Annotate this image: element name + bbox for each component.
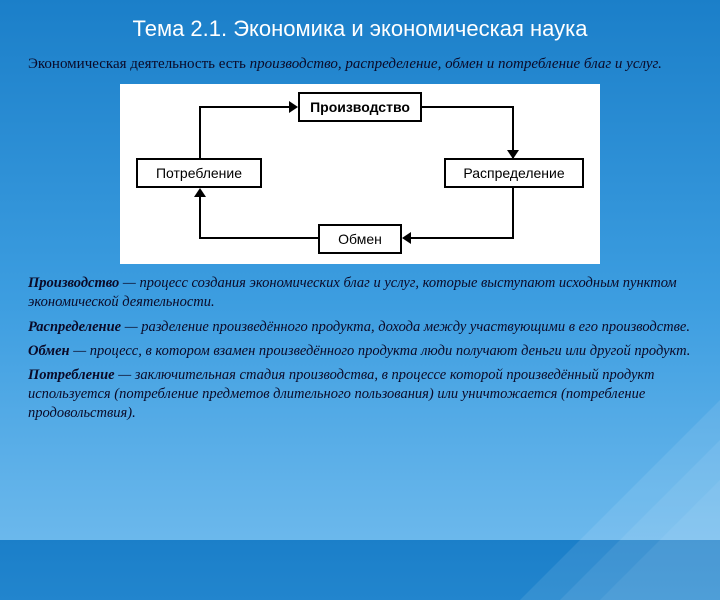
arrow-exch-cons-v xyxy=(199,196,201,239)
arrowhead-cons-prod xyxy=(289,101,298,113)
intro-plain: Экономическая деятельность есть xyxy=(28,56,250,72)
arrow-dist-exch-v xyxy=(512,188,514,239)
defbody-production: — процесс создания экономических благ и … xyxy=(28,275,677,310)
defbody-distribution: — разделение произведённого продукта, до… xyxy=(121,319,690,335)
arrow-prod-dist-h xyxy=(422,106,514,108)
cycle-diagram: Производство Распределение Обмен Потребл… xyxy=(120,84,600,264)
term-production: Производство xyxy=(28,275,119,291)
node-exchange: Обмен xyxy=(318,224,402,254)
node-consumption: Потребление xyxy=(136,158,262,188)
arrow-cons-prod-h xyxy=(199,106,290,108)
intro-paragraph: Экономическая деятельность есть производ… xyxy=(28,54,692,74)
arrowhead-dist-exch xyxy=(402,232,411,244)
definition-production: Производство — процесс создания экономич… xyxy=(28,274,692,312)
term-distribution: Распределение xyxy=(28,319,121,335)
arrow-cons-prod-v xyxy=(199,106,201,158)
node-production: Производство xyxy=(298,92,422,122)
node-distribution: Распределение xyxy=(444,158,584,188)
arrowhead-prod-dist xyxy=(507,150,519,159)
arrow-dist-exch-h xyxy=(410,237,514,239)
intro-italic: производство, распределение, обмен и пот… xyxy=(250,56,662,72)
arrowhead-exch-cons xyxy=(194,188,206,197)
term-consumption: Потребление xyxy=(28,367,115,383)
corner-decoration xyxy=(520,340,720,600)
slide-title: Тема 2.1. Экономика и экономическая наук… xyxy=(0,0,720,54)
term-exchange: Обмен xyxy=(28,343,70,359)
arrow-exch-cons-h xyxy=(199,237,318,239)
definition-distribution: Распределение — разделение произведённог… xyxy=(28,318,692,337)
